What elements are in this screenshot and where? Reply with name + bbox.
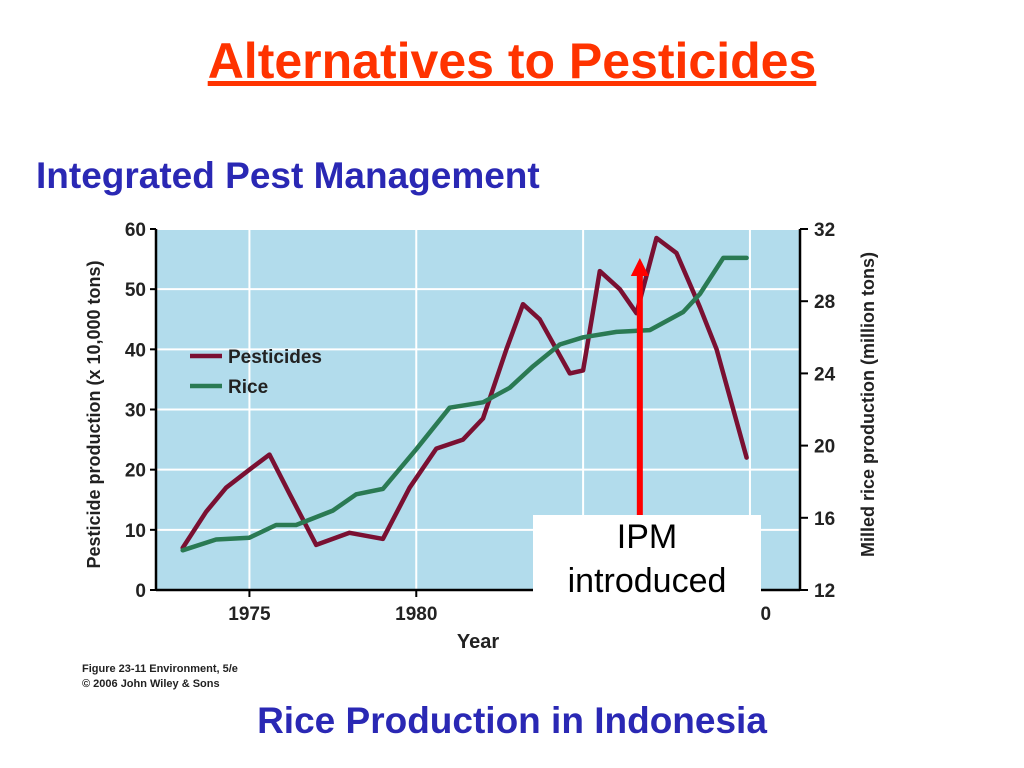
x-tick-label: 1975	[228, 604, 271, 625]
y-axis-title-right: Milled rice production (million tons)	[858, 252, 878, 557]
y-axis-title-left: Pesticide production (x 10,000 tons)	[84, 260, 104, 568]
legend-label-rice: Rice	[228, 377, 268, 398]
y-tick-label-right: 16	[814, 509, 835, 530]
y-tick-label-left: 10	[125, 521, 146, 542]
ipm-arrow-head	[630, 258, 649, 276]
ipm-annotation-box: IPM introduced	[533, 515, 761, 623]
figure-credit-line1: Figure 23-11 Environment, 5/e	[82, 663, 238, 675]
y-tick-label-right: 24	[814, 364, 836, 385]
y-tick-label-left: 30	[125, 401, 146, 422]
ipm-annotation-line1: IPM	[616, 518, 678, 556]
y-tick-label-left: 60	[125, 220, 146, 241]
slide-subtitle: Integrated Pest Management	[36, 155, 540, 196]
y-tick-label-left: 0	[135, 581, 146, 602]
x-axis-title: Year	[457, 631, 499, 653]
slide-caption: Rice Production in Indonesia	[257, 700, 767, 741]
y-tick-label-right: 28	[814, 292, 835, 313]
ipm-annotation-line2: introduced	[567, 562, 727, 600]
slide-title: Alternatives to Pesticides	[207, 33, 817, 89]
series-line-rice	[180, 255, 749, 553]
legend-label-pesticides: Pesticides	[228, 347, 322, 368]
x-tick-label: 1980	[395, 604, 437, 625]
figure-credit-line2: © 2006 John Wiley & Sons	[82, 678, 220, 690]
y-tick-label-right: 32	[814, 220, 835, 241]
y-tick-label-left: 20	[125, 461, 146, 482]
y-tick-label-left: 40	[125, 340, 146, 361]
series-line-pesticides	[180, 235, 749, 551]
y-tick-label-left: 50	[125, 280, 146, 301]
y-tick-label-right: 12	[814, 581, 835, 602]
y-tick-label-right: 20	[814, 437, 835, 458]
